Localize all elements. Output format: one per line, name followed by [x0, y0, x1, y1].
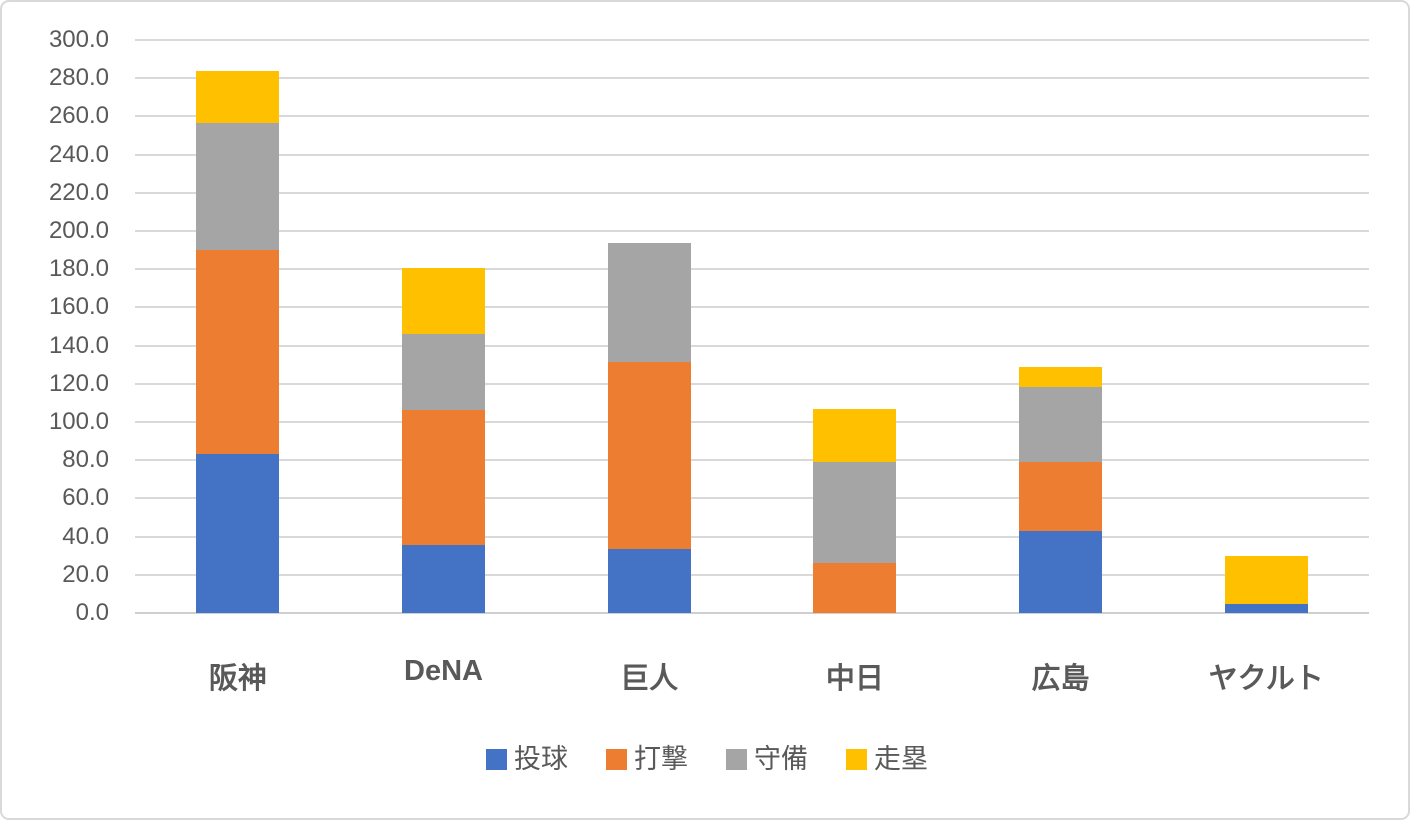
legend-label: 守備 [754, 744, 808, 774]
x-axis-line [135, 612, 1369, 614]
bar-segment-広島-打撃 [1019, 462, 1102, 532]
x-category-label-DeNA: DeNA [404, 655, 483, 687]
bar-segment-阪神-打撃 [196, 249, 280, 455]
gridline-y-160 [135, 306, 1369, 309]
y-tick-label-100: 100.0 [48, 408, 109, 435]
bar-segment-巨人-守備 [607, 243, 691, 363]
y-tick-label-60: 60.0 [62, 484, 109, 512]
gridline-y-80 [135, 459, 1369, 462]
legend-label: 打撃 [634, 744, 688, 774]
bar-segment-巨人-打撃 [607, 362, 691, 550]
bar-segment-中日-守備 [813, 462, 897, 564]
bar-segment-ヤクルト-投球 [1224, 604, 1308, 613]
y-tick-label-260: 260.0 [48, 102, 109, 130]
bar-segment-中日-走塁 [813, 409, 897, 463]
bar-segment-広島-投球 [1019, 531, 1102, 613]
gridline-y-240 [135, 153, 1369, 156]
bar-segment-巨人-投球 [607, 549, 691, 613]
gridline-y-260 [135, 115, 1369, 118]
bar-segment-阪神-守備 [196, 123, 280, 250]
legend-item-守備: 守備 [726, 744, 808, 774]
y-tick-label-220: 220.0 [48, 178, 109, 206]
legend-label: 投球 [514, 744, 568, 774]
gridline-y-20 [135, 573, 1369, 576]
gridline-y-220 [135, 191, 1369, 194]
gridline-y-280 [135, 77, 1369, 80]
y-tick-label-80: 80.0 [62, 446, 109, 474]
x-category-label-ヤクルト: ヤクルト [1208, 663, 1324, 695]
legend-swatch-icon [726, 748, 747, 770]
gridline-y-100 [135, 421, 1369, 423]
bar-segment-DeNA-打撃 [402, 410, 485, 545]
y-tick-label-40: 40.0 [62, 522, 109, 550]
x-category-label-広島: 広島 [1031, 663, 1090, 695]
legend-swatch-icon [846, 748, 867, 770]
y-tick-label-140: 140.0 [48, 331, 109, 359]
gridline-y-180 [135, 268, 1369, 271]
y-tick-label-300: 300.0 [48, 26, 109, 53]
x-category-label-中日: 中日 [825, 663, 884, 695]
legend-swatch-icon [486, 748, 507, 770]
bar-segment-中日-打撃 [813, 563, 897, 613]
y-tick-label-0: 0.0 [75, 599, 109, 626]
gridline-y-120 [135, 382, 1369, 385]
y-tick-label-20: 20.0 [62, 560, 109, 588]
gridline-y-140 [135, 344, 1369, 347]
bar-segment-ヤクルト-走塁 [1224, 555, 1308, 605]
y-tick-label-180: 180.0 [48, 255, 109, 283]
bar-segment-広島-走塁 [1019, 366, 1102, 388]
y-tick-label-160: 160.0 [48, 293, 109, 321]
bar-segment-DeNA-投球 [402, 544, 485, 613]
y-tick-label-280: 280.0 [48, 64, 109, 92]
bar-segment-広島-守備 [1019, 387, 1102, 463]
bar-segment-阪神-走塁 [196, 70, 280, 124]
legend-label: 走塁 [874, 744, 928, 774]
y-tick-label-240: 240.0 [48, 140, 109, 168]
gridline-y-40 [135, 535, 1369, 538]
gridline-y-300 [135, 39, 1369, 41]
gridline-y-60 [135, 497, 1369, 500]
chart-legend: 投球 打撃 守備 走塁 [2, 735, 1410, 783]
gridline-y-200 [135, 230, 1369, 232]
legend-item-走塁: 走塁 [846, 744, 928, 774]
x-category-label-阪神: 阪神 [208, 663, 267, 695]
bar-segment-DeNA-走塁 [402, 268, 485, 335]
legend-item-投球: 投球 [486, 744, 568, 774]
y-tick-label-120: 120.0 [48, 369, 109, 397]
bar-segment-DeNA-守備 [402, 334, 485, 411]
bar-segment-阪神-投球 [196, 454, 280, 613]
legend-item-打撃: 打撃 [606, 744, 688, 774]
x-category-label-巨人: 巨人 [620, 663, 679, 695]
y-tick-label-200: 200.0 [48, 217, 109, 244]
legend-swatch-icon [606, 748, 627, 770]
